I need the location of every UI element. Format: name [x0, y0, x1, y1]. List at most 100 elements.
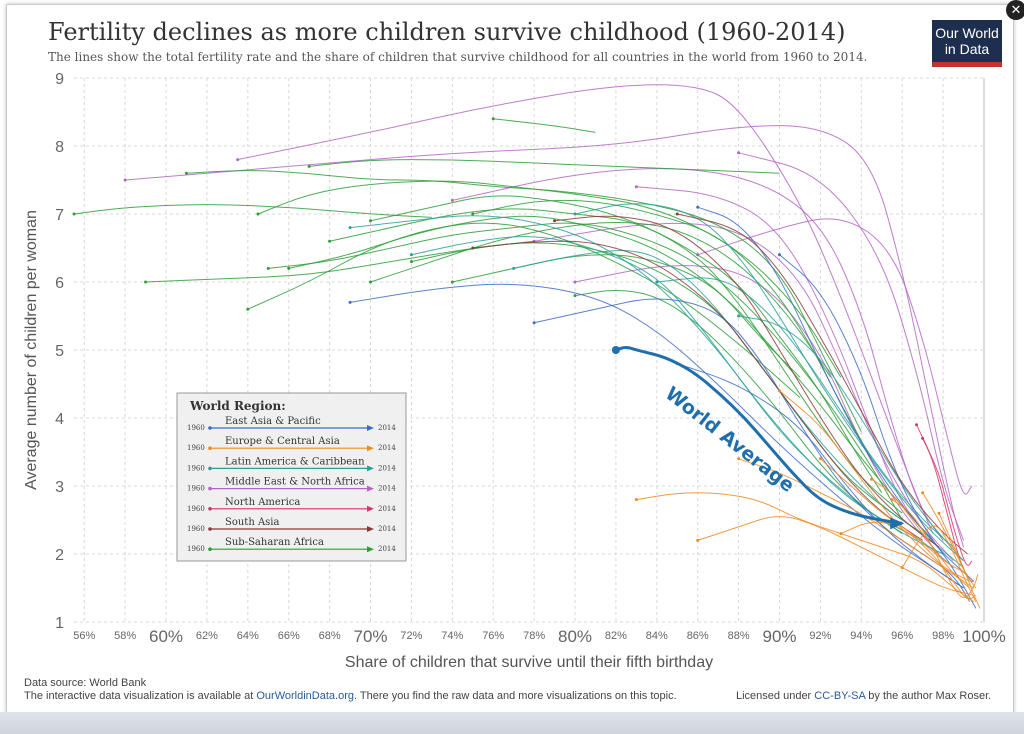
- x-tick-label: 60%: [149, 627, 183, 646]
- y-tick-label: 5: [55, 343, 64, 360]
- series-start-point: [409, 253, 413, 257]
- series-start-point: [348, 300, 352, 304]
- country-series-line: [938, 512, 981, 609]
- close-icon[interactable]: ✕: [1006, 0, 1024, 20]
- world-average-start-point: [611, 346, 620, 354]
- country-series-line: [145, 240, 535, 283]
- series-start-point: [696, 538, 700, 542]
- country-series-line: [370, 195, 883, 494]
- footer-license: Licensed under CC-BY-SA by the author Ma…: [736, 690, 991, 702]
- series-start-point: [778, 389, 782, 393]
- country-series-line: [237, 84, 934, 534]
- x-tick-label: 82%: [605, 630, 627, 642]
- country-series-line: [738, 315, 964, 562]
- country-series-line: [677, 363, 964, 589]
- legend-item-label: Middle East & North Africa: [225, 477, 365, 488]
- country-series-line: [779, 254, 977, 609]
- logo-line-1: Our World: [935, 25, 999, 41]
- country-series-line: [247, 222, 801, 398]
- series-start-point: [818, 457, 822, 461]
- legend-arrowhead: [367, 526, 374, 532]
- series-start-point: [287, 266, 291, 270]
- series-start-point: [634, 498, 638, 502]
- country-series-line: [636, 186, 934, 541]
- x-tick-label: 58%: [114, 630, 136, 642]
- series-start-point: [72, 212, 76, 216]
- series-start-point: [915, 423, 919, 427]
- series-start-point: [573, 294, 577, 298]
- series-start-point: [512, 266, 516, 270]
- legend-start-dot: [208, 527, 212, 531]
- x-tick-label: 72%: [400, 630, 422, 642]
- legend-box: [176, 392, 407, 562]
- legend-start-year: 1960: [187, 485, 205, 493]
- series-start-point: [450, 280, 454, 284]
- x-tick-label: 86%: [687, 630, 709, 642]
- x-tick-label: 70%: [354, 627, 388, 646]
- x-tick-label: 94%: [850, 630, 872, 642]
- country-series-line: [574, 290, 903, 535]
- legend-start-year: 1960: [187, 444, 205, 452]
- legend-item-label: East Asia & Pacific: [225, 416, 321, 427]
- legend-title: World Region:: [189, 399, 286, 413]
- country-series-line: [411, 236, 944, 555]
- legend-arrowhead: [367, 445, 374, 452]
- legend-arrowhead: [367, 546, 374, 553]
- legend-start-dot: [208, 547, 212, 551]
- legend-item-label: Sub-Saharan Africa: [225, 537, 324, 548]
- footer-source: Data source: World Bank: [24, 677, 147, 689]
- series-start-point: [348, 226, 352, 230]
- our-world-in-data-logo[interactable]: Our World in Data: [932, 20, 1002, 67]
- x-tick-label: 66%: [278, 630, 300, 642]
- country-series-line: [779, 390, 970, 582]
- legend-start-dot: [208, 426, 212, 430]
- country-series-line: [472, 240, 923, 541]
- legend-arrowhead: [367, 425, 374, 431]
- country-series-line: [257, 180, 842, 378]
- legend-start-year: 1960: [187, 464, 205, 472]
- series-start-point: [123, 178, 127, 182]
- series-start-point: [236, 158, 240, 162]
- legend-start-year: 1960: [187, 505, 205, 513]
- world-average-arrowhead: [890, 517, 905, 530]
- license-link[interactable]: CC-BY-SA: [814, 690, 866, 702]
- window-bottom-strip: [0, 712, 1024, 734]
- logo-line-2: in Data: [944, 41, 990, 57]
- y-tick-label: 8: [55, 139, 64, 156]
- legend-start-dot: [208, 446, 212, 451]
- footer-license-suffix: by the author Max Roser.: [865, 690, 992, 702]
- legend-start-year: 1960: [187, 525, 205, 533]
- chart-subtitle: The lines show the total fertility rate …: [48, 50, 868, 64]
- series-start-point: [737, 457, 741, 461]
- country-series-line: [186, 170, 862, 432]
- country-series-line: [574, 203, 964, 562]
- country-series-line: [493, 118, 596, 133]
- country-series-line: [697, 218, 973, 495]
- world-average-label: World Average: [661, 383, 799, 497]
- legend-end-year: 2014: [378, 464, 396, 472]
- y-tick-label: 7: [55, 207, 64, 224]
- x-tick-label: 84%: [646, 630, 668, 642]
- series-start-point: [409, 260, 413, 264]
- chart-frame: [6, 4, 1014, 714]
- x-tick-label: 96%: [891, 630, 913, 642]
- x-tick-label: 90%: [762, 627, 796, 646]
- series-start-point: [266, 266, 270, 270]
- series-start-point: [937, 511, 941, 515]
- x-tick-label: 76%: [482, 630, 504, 642]
- x-tick-label: 78%: [523, 630, 545, 642]
- chart-title: Fertility declines as more children surv…: [48, 18, 846, 46]
- country-series-line: [452, 168, 944, 541]
- legend-end-year: 2014: [378, 424, 396, 432]
- series-start-point: [491, 117, 495, 121]
- owid-link[interactable]: OurWorldinData.org: [256, 690, 354, 702]
- y-tick-label: 4: [55, 411, 64, 428]
- series-start-point: [890, 498, 894, 502]
- series-start-point: [307, 164, 311, 168]
- series-start-point: [246, 307, 250, 311]
- series-lines: [72, 84, 981, 609]
- series-start-point: [921, 491, 925, 495]
- series-start-point: [573, 212, 577, 216]
- x-tick-label: 80%: [558, 627, 592, 646]
- y-tick-label: 6: [55, 275, 64, 292]
